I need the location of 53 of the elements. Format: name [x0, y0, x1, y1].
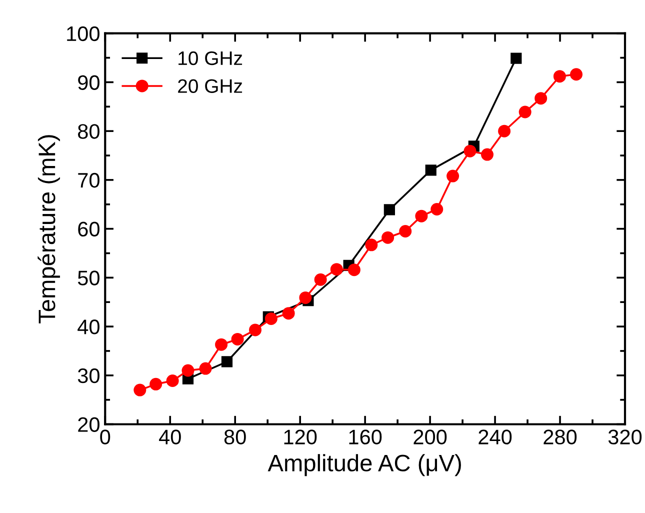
- point: [330, 263, 343, 276]
- y-tick-label: 50: [78, 270, 100, 286]
- legend-label: 20 GHz: [178, 79, 242, 93]
- point: [166, 374, 179, 388]
- point: [553, 70, 566, 83]
- y-tick-label: 60: [78, 222, 100, 237]
- y-tick-label: 70: [78, 172, 100, 188]
- point: [518, 106, 532, 118]
- x-tick-label: 120: [284, 430, 317, 444]
- point: [365, 238, 378, 252]
- x-tick-label: 280: [544, 430, 577, 444]
- point: [221, 356, 233, 368]
- point: [384, 204, 395, 216]
- x-axis-title: Amplitude AC (μV): [268, 454, 461, 476]
- point: [264, 312, 278, 325]
- point: [231, 332, 244, 346]
- point: [182, 364, 194, 377]
- point: [215, 338, 228, 351]
- x-tick-label: 240: [478, 430, 512, 444]
- y-tick-label: 90: [78, 75, 100, 90]
- point: [446, 170, 460, 182]
- y-tick-label: 40: [78, 320, 100, 334]
- point: [282, 307, 295, 320]
- point: [425, 164, 436, 176]
- point: [150, 378, 162, 390]
- point: [299, 291, 312, 304]
- point: [399, 224, 412, 238]
- point: [134, 384, 146, 396]
- y-axis-title: Température (mK): [38, 135, 60, 324]
- point: [510, 52, 522, 64]
- point: [348, 264, 360, 276]
- x-tick-label: 40: [159, 430, 181, 444]
- x-tick-label: 80: [224, 430, 246, 444]
- x-tick-label: 200: [414, 430, 447, 444]
- x-tick-label: 0: [100, 430, 110, 444]
- y-tick-label: 20: [78, 417, 100, 432]
- point: [534, 92, 548, 105]
- point: [480, 148, 494, 161]
- y-tick-label: 100: [67, 26, 100, 42]
- point: [464, 144, 476, 158]
- point: [498, 124, 511, 138]
- point: [570, 68, 583, 81]
- point: [415, 210, 428, 222]
- y-tick-label: 30: [78, 368, 100, 384]
- point: [248, 324, 262, 336]
- legend-label: 10 GHz: [178, 51, 242, 66]
- point: [314, 273, 327, 286]
- x-tick-label: 320: [608, 430, 642, 444]
- point: [382, 231, 394, 244]
- y-tick-label: 80: [78, 124, 100, 139]
- x-tick-label: 160: [349, 430, 382, 444]
- point: [430, 203, 444, 216]
- point: [199, 362, 212, 375]
